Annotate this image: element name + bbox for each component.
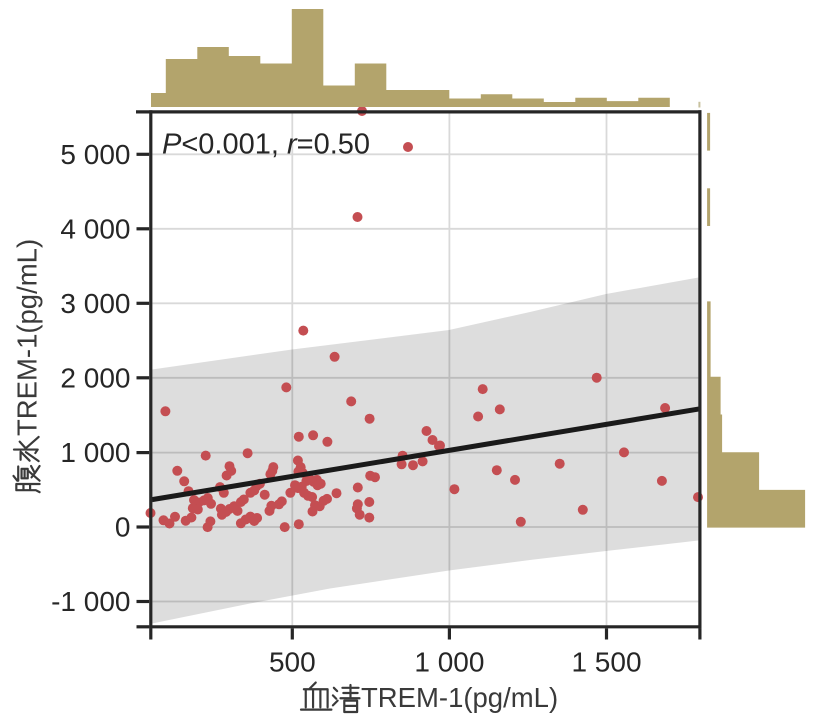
svg-text:1 000: 1 000 — [414, 647, 484, 678]
svg-text:P<0.001, r=0.50: P<0.001, r=0.50 — [162, 129, 370, 161]
svg-text:TREM-1(pg/mL): TREM-1(pg/mL) — [361, 682, 558, 713]
svg-text:3 000: 3 000 — [60, 288, 130, 319]
svg-text:500: 500 — [269, 647, 316, 678]
svg-text:5 000: 5 000 — [60, 139, 130, 170]
svg-text:0: 0 — [115, 512, 131, 543]
svg-text:-1 000: -1 000 — [51, 586, 130, 617]
svg-text:2 000: 2 000 — [60, 362, 130, 393]
svg-text:1 500: 1 500 — [571, 647, 641, 678]
svg-text:TREM-1(pg/mL): TREM-1(pg/mL) — [12, 239, 43, 436]
svg-text:4 000: 4 000 — [60, 213, 130, 244]
svg-text:1 000: 1 000 — [60, 437, 130, 468]
